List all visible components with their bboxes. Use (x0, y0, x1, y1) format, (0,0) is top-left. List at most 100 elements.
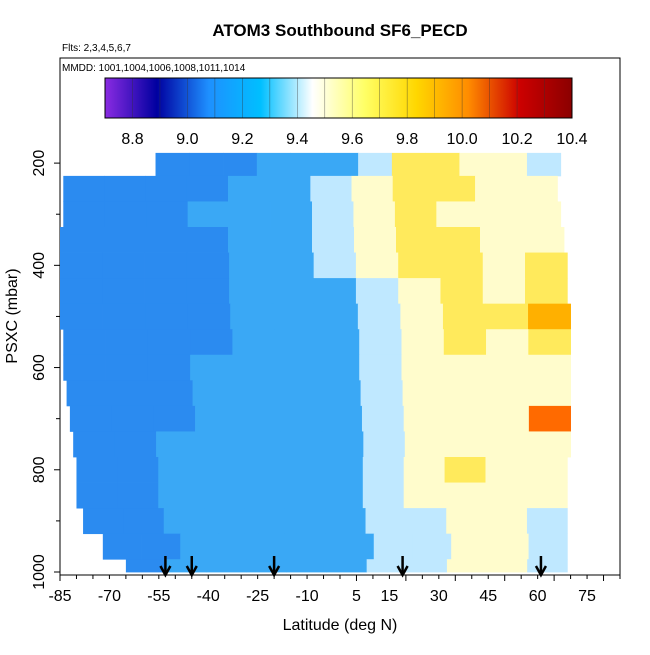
colorbar-tick-label: 9.8 (396, 131, 418, 148)
heatmap-cell (187, 303, 231, 330)
heatmap-cell (401, 354, 445, 381)
heatmap-cell (486, 354, 529, 381)
heatmap-cell (186, 252, 230, 279)
heatmap-cell (486, 380, 529, 407)
heatmap-cell (271, 278, 315, 305)
heatmap-cell (326, 559, 368, 573)
heatmap-cell (528, 329, 571, 356)
heatmap-cell (353, 201, 396, 228)
heatmap-cell (321, 431, 364, 458)
heatmap-cell (445, 405, 488, 432)
heatmap-cell (104, 201, 147, 228)
heatmap-cell (362, 457, 405, 483)
heatmap-cell (102, 303, 146, 330)
heatmap-cell (528, 354, 571, 381)
profile-marker-head (534, 565, 548, 578)
heatmap-cell (104, 175, 147, 202)
heatmap-cell (525, 278, 568, 305)
heatmap-cell (401, 329, 445, 356)
heatmap-cell (105, 354, 149, 381)
heatmap-cell (392, 175, 435, 202)
heatmap-cell (313, 252, 357, 279)
heatmap-cell (144, 252, 188, 279)
x-tick-label: -55 (147, 588, 170, 605)
heatmap-cell (312, 227, 355, 253)
heatmap-cell (324, 152, 359, 177)
heatmap-cell (60, 303, 103, 330)
heatmap-cell (318, 380, 361, 407)
heatmap-cell (145, 303, 189, 330)
heatmap-cell (394, 201, 437, 228)
heatmap-cell (358, 152, 393, 177)
heatmap-cell (325, 508, 366, 535)
heatmap-cell (444, 380, 487, 407)
heatmap-cell (280, 482, 323, 509)
heatmap-cell (147, 354, 191, 381)
heatmap-cell (270, 201, 313, 228)
heatmap-cell (526, 457, 568, 483)
heatmap-cell (189, 152, 224, 177)
x-tick-label: -85 (48, 588, 71, 605)
heatmap-cell (425, 152, 460, 177)
heatmap-cell (359, 354, 402, 381)
heatmap-cell (190, 354, 233, 381)
profile-marker-arrow (534, 556, 548, 578)
heatmap-cell (365, 508, 407, 535)
heatmap-cell (355, 278, 399, 305)
heatmap-cell (359, 329, 402, 356)
x-tick-label: -70 (98, 588, 121, 605)
heatmap-cell (63, 329, 106, 356)
heatmap-cell (102, 252, 145, 279)
heatmap-cell (440, 252, 484, 279)
heatmap-cell (117, 457, 159, 483)
heatmap-cell (436, 201, 479, 228)
heatmap-cell (146, 201, 189, 228)
heatmap-cell (400, 303, 444, 330)
heatmap-cell (141, 533, 181, 560)
x-tick-label: 60 (529, 588, 547, 605)
heatmap-cell (516, 175, 558, 202)
heatmap-cell (528, 380, 571, 407)
heatmap-cell (485, 457, 527, 483)
heatmap-cell (240, 482, 282, 509)
heatmap-cell (280, 431, 323, 458)
y-tick-label: 1000 (31, 554, 48, 590)
profile-marker-head (159, 565, 172, 578)
heatmap-cell (144, 227, 187, 253)
heatmap-cell (218, 533, 259, 560)
heatmap-cell (489, 533, 529, 560)
heatmap-cell (526, 482, 568, 509)
heatmap-cell (527, 559, 568, 573)
colorbar: 8.8 9.0 9.2 9.4 9.6 9.8 10.0 10.2 10.4 (104, 77, 588, 148)
heatmap-cell (238, 431, 281, 458)
heatmap-cell (102, 278, 145, 305)
heatmap-cell (446, 431, 489, 458)
heatmap-cell (296, 533, 336, 560)
heatmap-cell (270, 227, 313, 253)
heatmap-cell (223, 152, 258, 177)
heatmap-cell (232, 329, 276, 356)
y-tick-label: 800 (31, 456, 48, 483)
heatmap-cell (444, 482, 486, 509)
heatmap-cell (63, 201, 106, 228)
heatmap-cell (102, 227, 145, 253)
heatmap-cell (446, 508, 487, 535)
heatmap-cell (280, 457, 323, 483)
heatmap-cell (528, 405, 571, 432)
heatmap-cell (190, 329, 233, 356)
heatmap-cell (351, 175, 394, 202)
heatmap-cell (316, 329, 360, 356)
heatmap-cell (60, 278, 103, 305)
heatmap-cell (360, 380, 403, 407)
heatmap-cell (150, 380, 193, 407)
heatmap-cell (102, 533, 142, 560)
heatmap-cell (487, 405, 530, 432)
dates-subtitle: MMDD: 1001,1004,1006,1008,1011,1014 (62, 63, 246, 74)
colorbar-dividers (132, 78, 545, 118)
heatmap-cell (158, 482, 200, 509)
heatmap-cell (362, 482, 405, 509)
heatmap-cell (199, 457, 241, 483)
heatmap-cell (438, 227, 481, 253)
heatmap-cell (284, 508, 326, 535)
